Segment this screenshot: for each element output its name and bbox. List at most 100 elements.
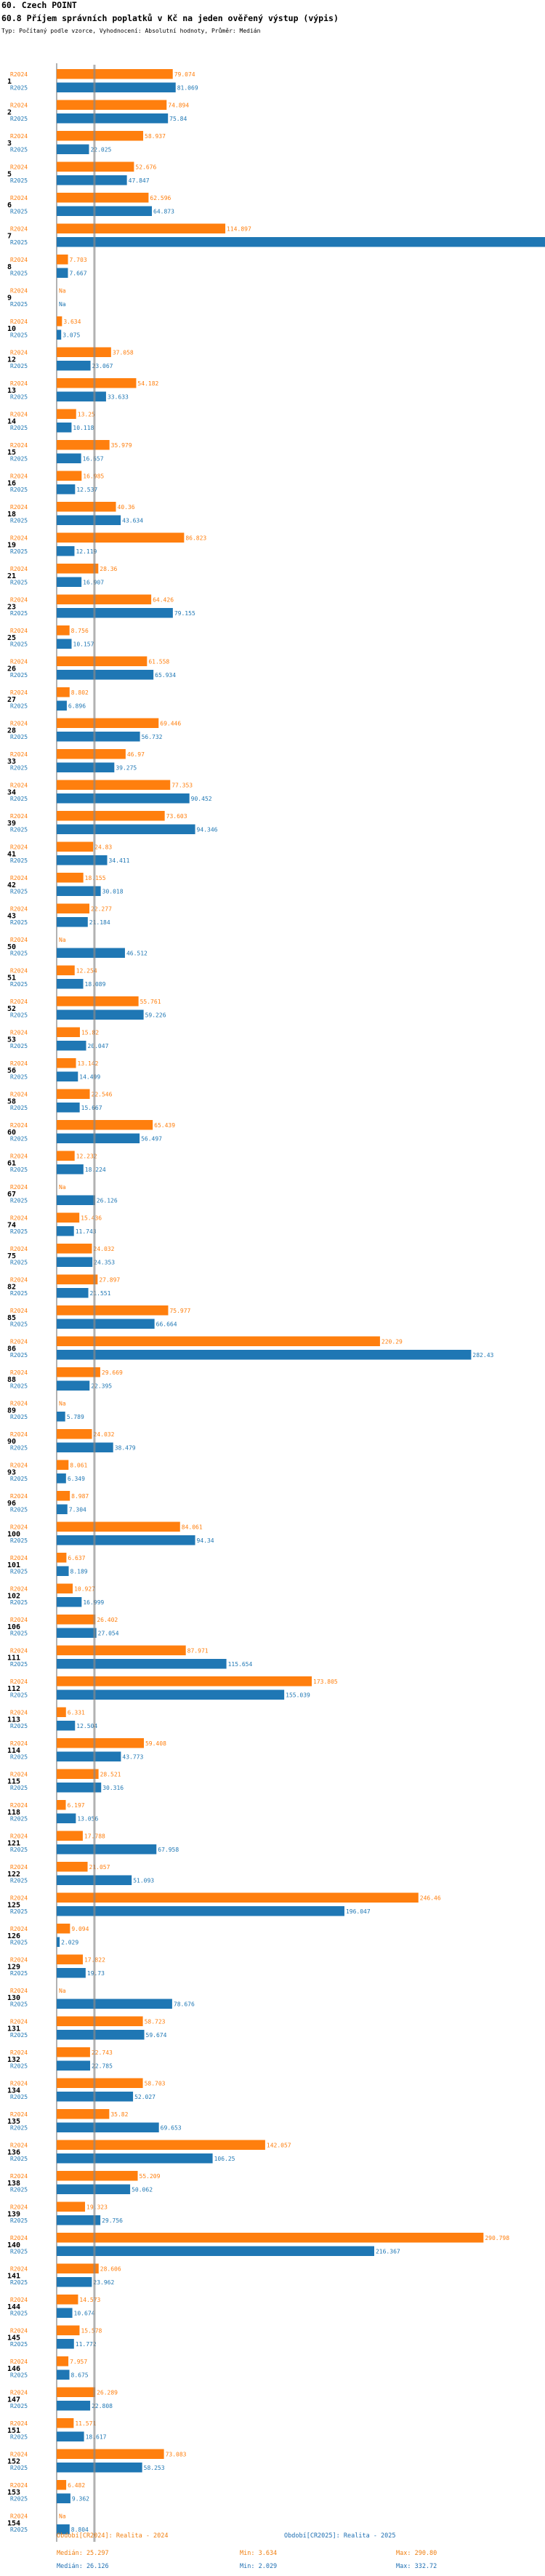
r2024-bar (57, 1460, 69, 1470)
r2024-value-label: 75.977 (169, 1308, 190, 1314)
category-label: 88 (7, 1376, 16, 1384)
r2024-bar (57, 2109, 110, 2119)
r2024-value-label: 58.723 (145, 2019, 166, 2025)
r2025-series-label: R2025 (10, 2094, 28, 2100)
r2024-value-label: 27.897 (99, 1277, 120, 1284)
r2025-series-label: R2025 (10, 1167, 28, 1173)
category-label: 41 (7, 851, 16, 859)
r2025-value-label: 14.499 (79, 1074, 100, 1081)
r2025-value-label: 30.316 (102, 1785, 124, 1791)
r2024-bar (57, 2047, 90, 2057)
r2025-bar (57, 2339, 74, 2349)
r2024-bar (57, 2201, 86, 2212)
r2024-bar (57, 223, 226, 233)
category-label: 151 (7, 2427, 20, 2435)
r2024-series-label: R2024 (10, 1833, 28, 1840)
r2024-value-label: 74.894 (168, 103, 189, 109)
r2025-series-label: R2025 (10, 2341, 28, 2348)
category-label: 112 (7, 1685, 20, 1693)
r2025-value-label: 24.353 (94, 1260, 115, 1266)
r2024-value-label: 114.897 (227, 226, 251, 233)
r2025-value-label: 94.346 (197, 827, 218, 833)
category-label: 13 (7, 387, 16, 395)
r2024-series-label: R2024 (10, 1153, 28, 1160)
r2025-bar (57, 1380, 90, 1391)
r2024-bar (57, 1521, 180, 1532)
r2024-series-label: R2024 (10, 659, 28, 665)
r2024-value-label: 59.408 (145, 1740, 166, 1747)
category-label: 130 (7, 1994, 20, 2002)
legend-r2025: Období[CR2025]: Realita - 2025 (284, 2532, 396, 2540)
r2025-value-label: 11.743 (76, 1228, 97, 1235)
r2025-series-label: R2025 (10, 765, 28, 772)
r2024-bar (57, 2016, 143, 2026)
r2025-bar (57, 1504, 68, 1514)
r2024-series-label: R2024 (10, 628, 28, 634)
category-label: 28 (7, 727, 16, 735)
r2024-value-label: 84.061 (182, 1524, 203, 1531)
r2025-series-label: R2025 (10, 1074, 28, 1081)
r2025-value-label: 12.504 (76, 1723, 97, 1729)
r2024-series-label: R2024 (10, 2266, 28, 2273)
r2025-series-label: R2025 (10, 1383, 28, 1390)
r2024-bar (57, 1336, 380, 1346)
r2025-value-label: 27.054 (98, 1631, 119, 1637)
r2024-bar (57, 1831, 83, 1841)
r2025-series-label: R2025 (10, 1816, 28, 1823)
r2024-series-label: R2024 (10, 1030, 28, 1036)
r2025-value-label: 90.452 (191, 796, 212, 802)
category-label: 146 (7, 2365, 20, 2373)
r2024-value-label: 26.402 (97, 1617, 118, 1623)
r2024-value-label: 28.36 (100, 566, 117, 572)
category-label: 138 (7, 2180, 20, 2188)
r2024-value-label: 73.603 (166, 813, 187, 820)
r2024-value-label: 22.546 (92, 1092, 113, 1098)
category-label: 53 (7, 1036, 16, 1044)
r2025-value-label: 8.189 (70, 1569, 88, 1575)
r2025-value-label: 15.667 (81, 1105, 102, 1111)
r2024-value-label: 24.83 (94, 844, 112, 851)
r2025-series-label: R2025 (10, 1290, 28, 1297)
r2024-series-label: R2024 (10, 288, 28, 295)
r2024-bar (57, 1645, 186, 1655)
category-label: 144 (7, 2303, 20, 2311)
r2024-bar (57, 1367, 100, 1377)
r2024-bar (57, 2480, 67, 2490)
category-label: 43 (7, 913, 16, 921)
r2024-series-label: R2024 (10, 1246, 28, 1252)
r2025-value-label: 6.896 (68, 703, 86, 710)
r2024-series-label: R2024 (10, 937, 28, 943)
r2024-value-label: 62.596 (150, 195, 171, 201)
category-label: 101 (7, 1561, 20, 1569)
r2025-value-label: 56.497 (141, 1136, 162, 1143)
r2025-bar (57, 1689, 285, 1700)
r2025-series-label: R2025 (10, 981, 28, 988)
r2025-bar (57, 608, 173, 618)
r2025-bar (57, 855, 108, 865)
r2024-value-label: 246.46 (420, 1895, 441, 1902)
r2024-series-label: R2024 (10, 2297, 28, 2303)
category-label: 154 (7, 2520, 20, 2528)
r2025-series-label: R2025 (10, 2527, 28, 2533)
r2025-bar (57, 1721, 76, 1731)
category-label: 139 (7, 2211, 20, 2219)
r2025-bar (57, 1473, 66, 1484)
r2025-series-label: R2025 (10, 1847, 28, 1853)
r2025-bar (57, 762, 115, 772)
r2024-bar (57, 1769, 99, 1779)
r2024-series-label: R2024 (10, 2111, 28, 2118)
r2024-series-label: R2024 (10, 999, 28, 1005)
r2024-bar (57, 1892, 419, 1903)
r2025-value-label: 12.537 (76, 487, 97, 493)
r2025-series-label: R2025 (10, 2063, 28, 2070)
category-label: 7 (7, 233, 12, 241)
r2024-bar (57, 502, 116, 512)
r2025-bar (57, 1937, 60, 1947)
r2024-value-label: 8.802 (71, 689, 89, 696)
r2024-bar (57, 1244, 92, 1254)
r2024-value-label: 69.446 (160, 721, 181, 727)
category-label: 145 (7, 2335, 20, 2343)
category-label: 23 (7, 604, 16, 612)
r2025-value-label: 196.047 (346, 1908, 371, 1915)
r2025-bar (57, 1226, 74, 1236)
